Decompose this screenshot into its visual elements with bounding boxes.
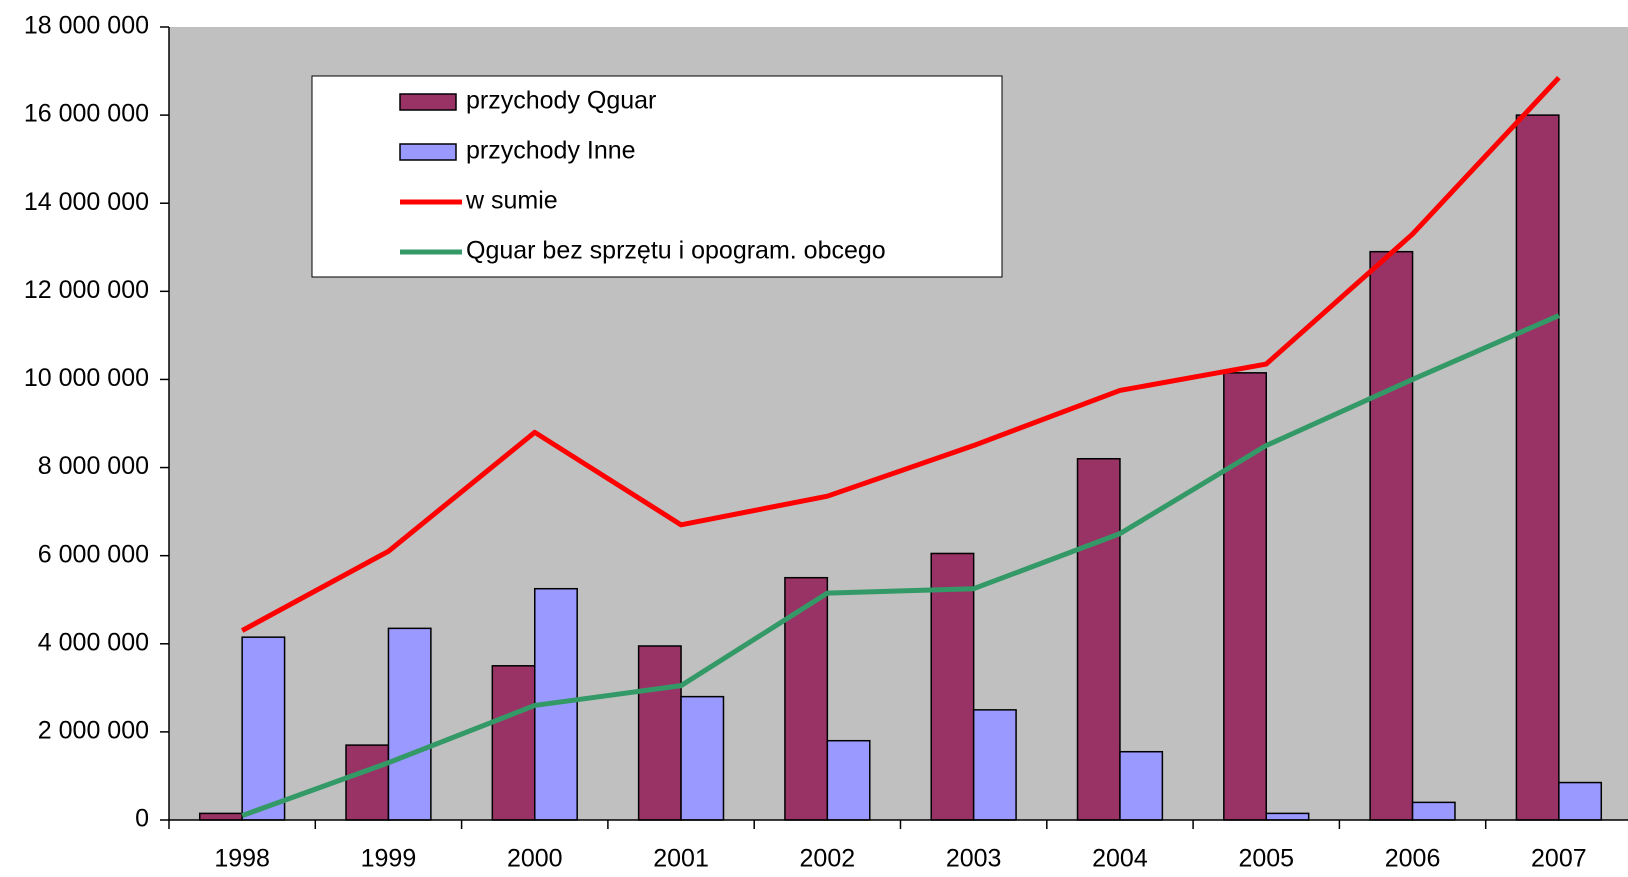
bar [241,636,286,821]
legend-label: w sumie [465,187,558,215]
x-tick-label: 2001 [653,845,709,873]
bar [387,627,432,821]
bar [1076,457,1121,821]
bar [1223,372,1267,821]
line [241,313,1560,818]
x-tick-label: 1998 [214,845,270,873]
x-tick-label: 2006 [1385,845,1441,873]
y-tick-label: 6 000 000 [38,540,149,568]
y-tick-label: 12 000 000 [24,276,149,304]
bar [784,576,829,821]
legend-swatch [399,93,457,111]
y-tick-label: 0 [135,805,149,833]
y-tick-label: 8 000 000 [38,452,149,480]
legend-label: przychody Qguar [466,87,656,115]
y-tick-label: 18 000 000 [24,12,149,40]
bar [345,744,390,821]
x-tick-label: 2003 [946,845,1002,873]
y-tick-label: 2 000 000 [38,716,149,744]
bar [1265,812,1310,821]
y-tick-label: 14 000 000 [24,188,149,216]
x-tick-label: 2000 [507,845,563,873]
bar [1119,750,1164,821]
bar [826,739,871,821]
legend-label: Qguar bez sprzętu i opogram. obcego [466,237,886,265]
legend-swatch [399,143,457,161]
bar [491,665,536,821]
bar [972,709,1017,821]
x-tick-label: 2005 [1238,845,1294,873]
bar [1411,801,1456,821]
bar [1558,781,1603,821]
x-tick-label: 2002 [800,845,856,873]
line [240,75,1561,633]
bar [1515,114,1560,821]
bar [637,645,682,821]
bar [930,552,975,821]
y-tick-label: 16 000 000 [24,100,149,128]
y-tick-label: 10 000 000 [24,364,149,392]
x-tick-label: 2004 [1092,845,1148,873]
bar [1369,250,1414,821]
y-tick-label: 4 000 000 [38,628,149,656]
legend [311,75,1003,278]
bar [198,812,243,821]
x-tick-label: 2007 [1531,845,1587,873]
legend-label: przychody Inne [466,137,636,165]
x-tick-label: 1999 [361,845,417,873]
bar [680,695,725,821]
